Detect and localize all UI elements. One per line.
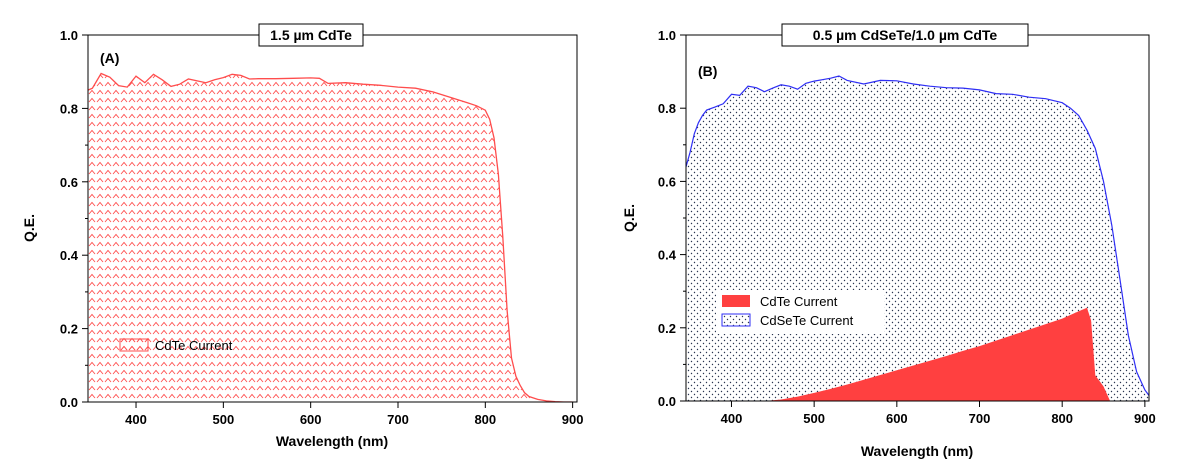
- panel-b-y-tick-label: 0.4: [658, 248, 677, 263]
- panel-b-y-tick-label: 0.6: [658, 174, 676, 189]
- panel-a-cdte-area: [88, 73, 573, 402]
- panel-a-y-tick-label: 0.4: [60, 248, 79, 263]
- panel-b-cdsete-line: [686, 75, 1149, 396]
- panel-a-x-tick-label: 800: [474, 412, 496, 427]
- panel-a-y-axis-title: Q.E.: [21, 214, 37, 242]
- panel-b-x-axis-title: Wavelength (nm): [861, 443, 973, 459]
- panel-b-legend-label-cdte: CdTe Current: [760, 294, 838, 309]
- panel-b-cdte-area: [686, 307, 1149, 401]
- panel-b-legend-label-cdsete: CdSeTe Current: [760, 313, 854, 328]
- panel-a-x-tick-label: 600: [300, 412, 322, 427]
- panel-b-y-tick-label: 0.0: [658, 394, 676, 409]
- panel-a-y-tick-label: 0.8: [60, 101, 78, 116]
- panel-b-x-tick-label: 500: [803, 411, 825, 426]
- panel-b-x-ticks: 400 500 600 700 800 900: [721, 401, 1156, 426]
- panel-a-title-box: [258, 23, 364, 47]
- panel-b-label: (B): [698, 63, 717, 79]
- panel-b: 400 500 600 700 800 900 0.0 0.2 0.4 0.6 0.8 1.0 Wa…: [621, 23, 1156, 459]
- panel-b-legend: CdTe Current CdSeTe Current: [716, 290, 884, 334]
- panel-b-y-tick-label: 1.0: [658, 28, 676, 43]
- panel-a-legend: CdTe Current: [119, 338, 233, 353]
- panel-a-x-tick-label: 500: [212, 412, 234, 427]
- panel-b-legend-swatch-cdsete: [721, 313, 751, 327]
- panel-b-x-tick-label: 800: [1051, 411, 1073, 426]
- panel-a: 400 500 600 700 800 900 0.0 0.2 0.4 0.6 0.8 1.0 Wa…: [21, 23, 583, 449]
- panel-b-x-tick-label: 900: [1134, 411, 1156, 426]
- panel-a-label: (A): [100, 50, 119, 66]
- panel-a-y-tick-label: 0.6: [60, 175, 78, 190]
- panel-b-x-tick-label: 400: [721, 411, 743, 426]
- panel-b-y-axis-title: Q.E.: [621, 204, 637, 232]
- panel-a-x-tick-label: 700: [387, 412, 409, 427]
- panel-a-cdte-line: [88, 72, 573, 402]
- panel-a-x-tick-label: 900: [562, 412, 584, 427]
- panel-b-title: 0.5 µm CdSeTe/1.0 µm CdTe: [813, 27, 998, 43]
- panel-b-y-tick-label: 0.2: [658, 321, 676, 336]
- panel-a-legend-swatch-cdte: [119, 338, 149, 352]
- panel-a-y-tick-label: 0.0: [60, 395, 78, 410]
- panel-a-x-ticks: 400 500 600 700 800 900: [125, 402, 583, 427]
- panel-a-x-tick-label: 400: [125, 412, 147, 427]
- panel-b-x-tick-label: 700: [969, 411, 991, 426]
- panel-a-y-ticks: 0.0 0.2 0.4 0.6 0.8 1.0: [60, 28, 88, 410]
- panel-b-y-ticks: 0.0 0.2 0.4 0.6 0.8 1.0: [658, 28, 686, 409]
- panel-a-y-tick-label: 0.2: [60, 322, 78, 337]
- panel-b-y-tick-label: 0.8: [658, 101, 676, 116]
- panel-a-legend-label-cdte: CdTe Current: [155, 338, 233, 353]
- panel-b-legend-swatch-cdte: [722, 295, 750, 307]
- panel-a-title: 1.5 µm CdTe: [270, 27, 352, 43]
- panel-a-y-tick-label: 1.0: [60, 28, 78, 43]
- panel-b-x-tick-label: 600: [886, 411, 908, 426]
- panel-a-x-axis-title: Wavelength (nm): [276, 433, 388, 449]
- panel-b-title-box: [781, 23, 1029, 47]
